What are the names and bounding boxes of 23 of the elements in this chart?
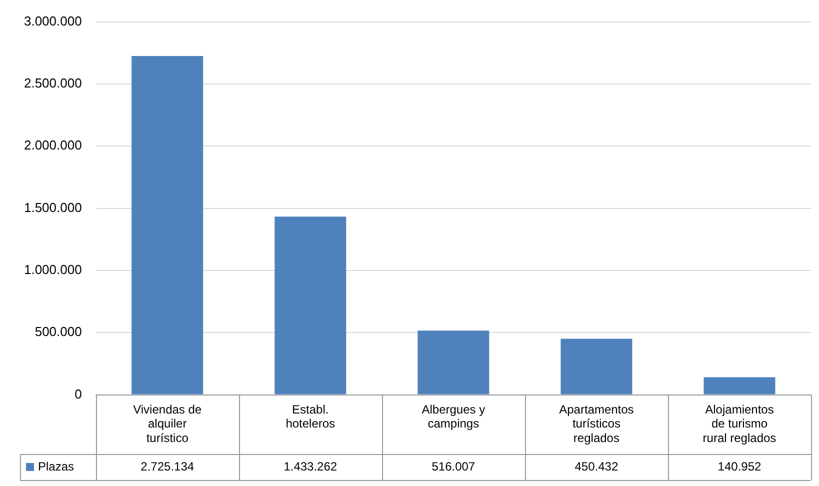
bar xyxy=(132,56,204,394)
x-tick-label: Establ. hoteleros xyxy=(286,402,336,431)
bar xyxy=(274,216,346,394)
data-label: 1.433.262 xyxy=(284,459,338,474)
data-label: 2.725.134 xyxy=(140,459,194,474)
y-tick-label: 0 xyxy=(74,386,82,402)
y-tick-label: 1.000.000 xyxy=(24,262,82,278)
y-tick-label: 2.500.000 xyxy=(24,76,82,91)
x-tick-label: Alojamientos de turismo rural reglados xyxy=(702,402,776,446)
bar xyxy=(704,377,776,394)
y-tick-label: 1.500.000 xyxy=(24,200,82,215)
legend-label: Plazas xyxy=(38,459,74,474)
bar xyxy=(560,338,632,394)
x-tick-label: Albergues y campings xyxy=(422,402,486,431)
y-tick-label: 500.000 xyxy=(34,324,82,340)
bar xyxy=(418,330,490,394)
x-tick-label: Apartamentos turísticos reglados xyxy=(559,402,634,446)
y-tick-label: 3.000.000 xyxy=(24,13,82,28)
data-label: 140.952 xyxy=(718,459,762,474)
data-label: 450.432 xyxy=(574,459,618,474)
data-label: 516.007 xyxy=(432,459,476,474)
y-tick-label: 2.000.000 xyxy=(24,138,82,153)
x-tick-label: Viviendas de alquiler turístico xyxy=(133,402,202,446)
